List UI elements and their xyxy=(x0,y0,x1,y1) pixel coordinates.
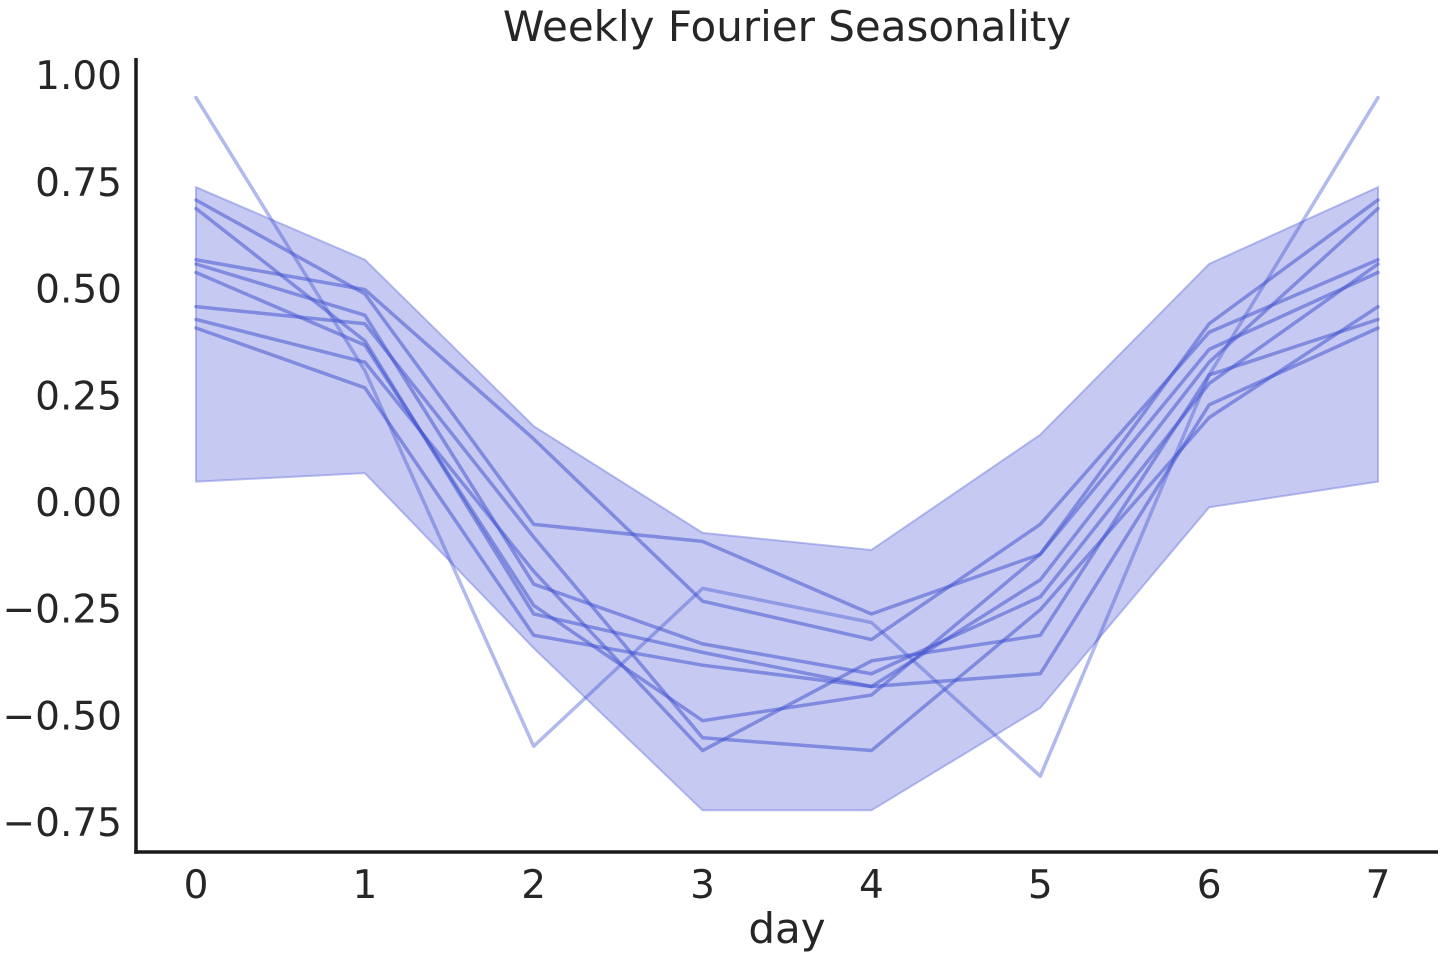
y-tick-label: 0.75 xyxy=(35,161,122,206)
x-tick-label: 6 xyxy=(1197,863,1222,908)
x-tick-label: 7 xyxy=(1366,863,1391,908)
y-tick-label: 1.00 xyxy=(35,54,122,99)
posterior-sample-4 xyxy=(194,257,1380,642)
x-tick-label: 4 xyxy=(859,863,884,908)
posterior-sample-9 xyxy=(194,326,1380,689)
y-tick-label: 0.00 xyxy=(35,481,122,526)
x-tick-label: 3 xyxy=(690,863,715,908)
posterior-sample-8 xyxy=(194,317,1380,753)
posterior-sample-1 xyxy=(194,95,1380,778)
posterior-sample-6 xyxy=(194,270,1380,723)
x-tick-label: 5 xyxy=(1028,863,1053,908)
x-tick-label: 0 xyxy=(184,863,209,908)
y-tick-label: −0.75 xyxy=(2,801,122,846)
x-axis-label: day xyxy=(748,904,826,953)
chart-title: Weekly Fourier Seasonality xyxy=(502,2,1072,51)
y-tick-label: 0.25 xyxy=(35,374,122,419)
credible-interval-band xyxy=(195,185,1379,812)
y-tick-label: 0.50 xyxy=(35,268,122,313)
y-tick-label: −0.50 xyxy=(2,694,122,739)
y-tick-label: −0.25 xyxy=(2,588,122,633)
x-tick-label: 2 xyxy=(521,863,546,908)
x-tick-label: 1 xyxy=(352,863,377,908)
